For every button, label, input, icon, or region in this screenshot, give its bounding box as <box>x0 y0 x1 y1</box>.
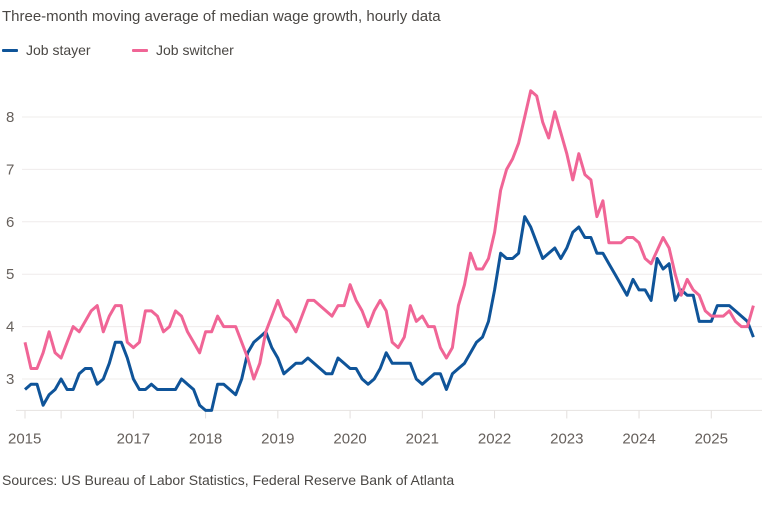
y-tick-label: 4 <box>6 319 14 336</box>
x-tick-label: 2017 <box>117 430 150 447</box>
x-tick-label: 2023 <box>550 430 583 447</box>
legend-label-job-stayer: Job stayer <box>26 42 91 58</box>
series-line-job-stayer <box>24 215 755 412</box>
legend-swatch-job-stayer <box>2 48 18 52</box>
y-tick-label: 7 <box>6 161 14 178</box>
chart-title: Three-month moving average of median wag… <box>2 8 441 25</box>
y-tick-label: 3 <box>6 371 14 388</box>
x-tick-label: 2021 <box>406 430 439 447</box>
y-tick-label: 5 <box>6 266 14 283</box>
x-tick-label: 2020 <box>333 430 366 447</box>
x-tick-label: 2018 <box>189 430 222 447</box>
x-tick-label: 2022 <box>478 430 511 447</box>
x-tick-label: 2015 <box>8 430 41 447</box>
x-tick-label: 2019 <box>261 430 294 447</box>
legend-label-job-switcher: Job switcher <box>156 42 234 58</box>
legend-swatch-job-switcher <box>132 48 148 52</box>
x-tick-label: 2025 <box>695 430 728 447</box>
y-tick-label: 8 <box>6 109 14 126</box>
legend-item-job-stayer: Job stayer <box>2 42 91 58</box>
legend-item-job-switcher: Job switcher <box>132 42 234 58</box>
y-tick-label: 6 <box>6 214 14 231</box>
series-line-job-switcher <box>23 89 755 381</box>
x-tick-label: 2024 <box>622 430 655 447</box>
source-note: Sources: US Bureau of Labor Statistics, … <box>2 472 455 488</box>
